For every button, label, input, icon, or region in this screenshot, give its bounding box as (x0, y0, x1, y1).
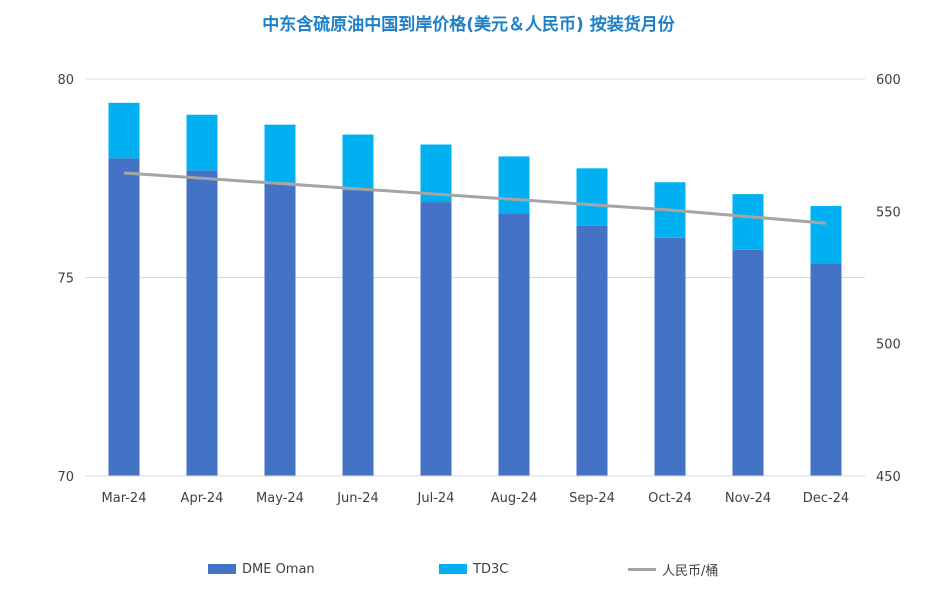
bar-dme-oman (108, 158, 140, 476)
x-tick-label: Nov-24 (725, 491, 771, 506)
x-tick-label: May-24 (256, 491, 304, 506)
x-tick-label: Jul-24 (417, 491, 455, 506)
legend-label-dme-oman: DME Oman (242, 561, 315, 577)
bar-td3c (732, 194, 764, 250)
y-right-tick-label: 500 (876, 338, 901, 353)
x-tick-label: Mar-24 (102, 491, 147, 506)
chart-title: 中东含硫原油中国到岸价格(美元＆人民币) 按装货月份 (262, 15, 675, 35)
x-tick-label: Jun-24 (336, 491, 379, 506)
x-axis: Mar-24 Apr-24 May-24 Jun-24 Jul-24 Aug-24 Sep-… (85, 475, 865, 506)
x-tick-label: Aug-24 (491, 491, 538, 506)
bar-td3c (498, 156, 530, 214)
bar-dme-oman (732, 249, 764, 476)
bars (108, 102, 842, 477)
rmb-line (123, 171, 827, 225)
legend-item-rmb: 人民币/桶 (628, 559, 718, 579)
legend-swatch-dme-oman (208, 564, 236, 574)
y-left-tick-label: 70 (57, 470, 74, 485)
x-tick-label: Apr-24 (181, 491, 224, 506)
bar-td3c (186, 114, 218, 171)
y-left-tick-label: 80 (57, 73, 74, 88)
bar-dme-oman (420, 202, 452, 476)
right-axis: 450 500 550 600 (876, 73, 901, 485)
bar-dme-oman (576, 225, 608, 476)
y-right-tick-label: 600 (876, 73, 901, 88)
bar-td3c (264, 124, 296, 183)
bar-td3c (810, 206, 842, 264)
rmb-line-series (123, 171, 827, 225)
x-tick-label: Dec-24 (803, 491, 849, 506)
bar-dme-oman (264, 182, 296, 476)
bar-dme-oman (186, 170, 218, 476)
y-left-tick-label: 75 (57, 272, 74, 287)
legend-item-td3c: TD3C (439, 559, 508, 579)
legend-swatch-rmb (628, 567, 656, 571)
bar-td3c (108, 102, 140, 159)
x-tick-label: Sep-24 (569, 491, 615, 506)
legend-swatch-td3c (439, 564, 467, 574)
bar-dme-oman (810, 263, 842, 476)
y-right-tick-label: 450 (876, 470, 901, 485)
legend-item-dme-oman: DME Oman (208, 559, 315, 579)
legend: DME Oman TD3C 人民币/桶 (0, 559, 937, 579)
bar-td3c (342, 134, 374, 191)
legend-label-td3c: TD3C (473, 561, 509, 577)
bar-dme-oman (498, 213, 530, 477)
left-axis: 70 75 80 (57, 73, 74, 485)
bar-dme-oman (654, 237, 686, 476)
x-tick-label: Oct-24 (648, 491, 692, 506)
legend-label-rmb: 人民币/桶 (662, 563, 719, 579)
bar-dme-oman (342, 190, 374, 476)
bar-td3c (576, 168, 608, 226)
y-right-tick-label: 550 (876, 205, 901, 220)
